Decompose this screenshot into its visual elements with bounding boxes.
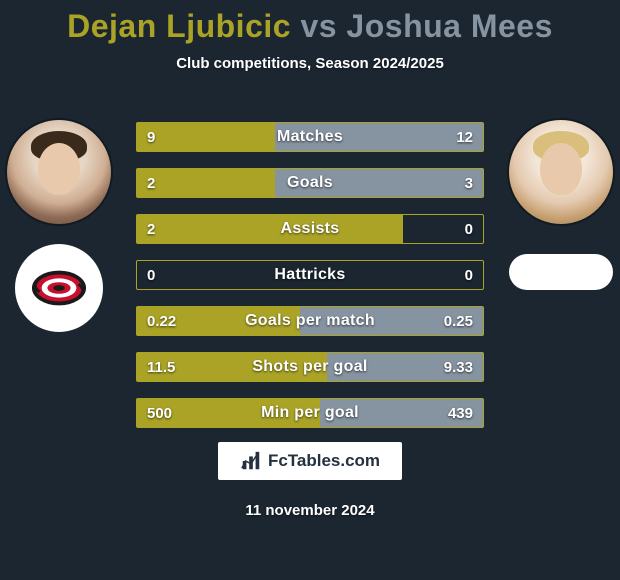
stat-row: 0 0Hattricks: [136, 260, 484, 290]
player1-avatar: [7, 120, 111, 224]
stat-bar-right: [275, 169, 483, 197]
stat-bar-right: [300, 307, 483, 335]
stat-bar-left: [137, 123, 275, 151]
stat-row: 23Goals: [136, 168, 484, 198]
stat-bar-right: [320, 399, 483, 427]
fctables-text: FcTables.com: [268, 451, 380, 471]
stat-row: 20Assists: [136, 214, 484, 244]
stat-value-right: 0: [455, 215, 483, 243]
left-column: [4, 120, 114, 332]
stat-value-right: 0: [455, 261, 483, 289]
stat-bar-left: [137, 169, 275, 197]
footer-date: 11 november 2024: [0, 502, 620, 519]
hurricane-icon: [30, 259, 88, 317]
stat-bars: 912Matches23Goals20Assists00Hattricks0.2…: [136, 122, 484, 444]
stat-bar-right: [327, 353, 483, 381]
player2-avatar: [509, 120, 613, 224]
stat-bar-right: [275, 123, 483, 151]
vs-text: vs: [300, 8, 337, 44]
fctables-logo: FcTables.com: [218, 442, 402, 480]
player2-name: Joshua Mees: [346, 8, 552, 44]
stat-row: 912Matches: [136, 122, 484, 152]
stat-bar-left: [137, 215, 403, 243]
stat-row: 11.59.33Shots per goal: [136, 352, 484, 382]
stat-value-left: 0: [137, 261, 165, 289]
barchart-icon: [240, 450, 262, 472]
page-title: Dejan Ljubicic vs Joshua Mees: [0, 0, 620, 45]
player2-club-logo: [509, 254, 613, 290]
stat-bar-left: [137, 307, 300, 335]
player1-name: Dejan Ljubicic: [67, 8, 291, 44]
player1-club-logo: [15, 244, 103, 332]
stat-label: Hattricks: [137, 261, 483, 289]
stat-bar-left: [137, 399, 320, 427]
subtitle: Club competitions, Season 2024/2025: [0, 55, 620, 72]
stat-row: 0.220.25Goals per match: [136, 306, 484, 336]
stat-row: 500439Min per goal: [136, 398, 484, 428]
right-column: [506, 120, 616, 290]
stat-bar-left: [137, 353, 327, 381]
